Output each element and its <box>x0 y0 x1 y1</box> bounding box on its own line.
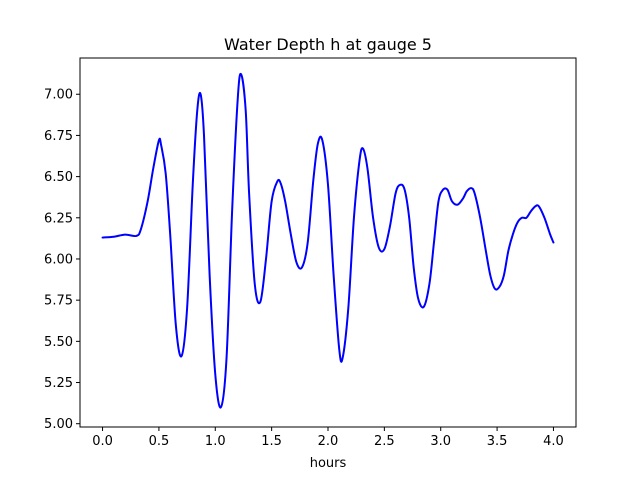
chart-title: Water Depth h at gauge 5 <box>224 35 432 54</box>
y-tick-label: 6.75 <box>44 129 73 144</box>
y-axis: 5.00 5.25 5.50 5.75 6.00 6.25 6.50 6.75 7.00 <box>44 88 80 432</box>
y-tick-label: 6.00 <box>44 252 73 267</box>
x-tick-label: 1.0 <box>205 434 226 449</box>
series-line <box>101 72 555 409</box>
x-tick-label: 2.0 <box>318 434 339 449</box>
plot-frame <box>79 57 577 428</box>
y-tick-label: 5.00 <box>44 417 73 432</box>
x-axis-label: hours <box>310 456 347 471</box>
x-tick-label: 3.0 <box>430 434 451 449</box>
y-tick-label: 5.50 <box>44 335 73 350</box>
x-axis: 0.0 0.5 1.0 1.5 2.0 2.5 3.0 3.5 4.0 <box>92 427 564 449</box>
x-tick-label: 3.5 <box>487 434 508 449</box>
y-tick-label: 6.50 <box>44 170 73 185</box>
y-tick-label: 5.75 <box>44 294 73 309</box>
y-tick-label: 5.25 <box>44 376 73 391</box>
x-tick-label: 0.5 <box>149 434 170 449</box>
x-tick-label: 1.5 <box>261 434 282 449</box>
x-tick-label: 2.5 <box>374 434 395 449</box>
y-tick-label: 7.00 <box>44 88 73 103</box>
x-tick-label: 4.0 <box>543 434 564 449</box>
x-tick-label: 0.0 <box>92 434 113 449</box>
y-tick-label: 6.25 <box>44 211 73 226</box>
